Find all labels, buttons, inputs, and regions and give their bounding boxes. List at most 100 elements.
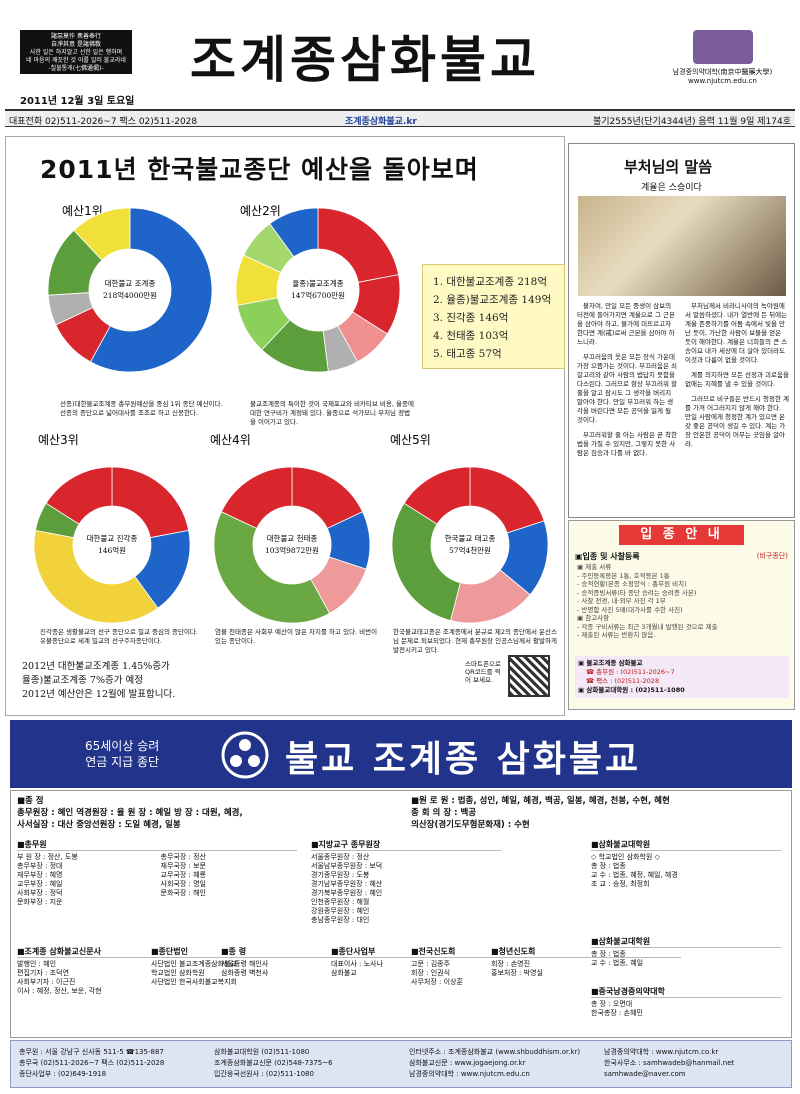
note-line: 율종)불교조계종 7%증가 예정: [22, 675, 143, 686]
donut-center: 대한불교 천태종: [267, 533, 318, 543]
logo-url: www.njutcm.edu.cn: [688, 77, 757, 85]
section-line: 총무부장 : 정대: [17, 862, 63, 870]
donut-caption-box: 한국불교태고종은 조계종에서 분규로 제2의 종단에서 운산스님 문제로 퇴보되…: [393, 628, 557, 654]
section-line: 강원종무원장 : 혜인: [311, 907, 370, 915]
qr-text: 스마트폰으로 QR코드를 찍어 보세요.: [465, 660, 501, 684]
notice-item: ▣ 제출 서류: [577, 563, 612, 571]
notice-contact: ☎ 팩스 : (02)511-2028: [586, 677, 660, 685]
section-title: ■삼화불교대학원: [591, 936, 781, 948]
section-line: 사회부장 : 정덕: [17, 889, 63, 897]
section-line: 교무부장 : 혜일: [17, 880, 63, 888]
donut-center: 57억4천만원: [449, 545, 491, 555]
section-line: 부 원 장 : 정산, 도봉: [17, 853, 78, 861]
section-line: ◇ 학교법인 삼화학원 ◇: [591, 853, 660, 861]
section-line: 총 장 : 법종: [591, 950, 626, 958]
ranking-box: 1. 대한불교조계종 218억 2. 율종)불교조계종 149억 3. 진각종 14…: [422, 264, 565, 369]
notice-item: - 각종 구비서류는 최근 3개월내 발행된 것으로 제출: [577, 622, 718, 631]
banner: 65세이상 승려 연금 지급 종단 불교 조계종 삼화불교: [10, 720, 792, 788]
section-line: 서울종령 해인사: [221, 960, 269, 968]
notice-contact: ☎ 총무원 : (02)511-2026~7: [586, 668, 675, 676]
section-body: 총 장 : 법종 교 수 : 법종, 혜일: [591, 950, 781, 968]
emblem: [221, 731, 269, 779]
ranking-item: 4. 천태종 103억: [433, 330, 509, 342]
section-line: 사단법인 불교조계종삼화불교: [151, 960, 237, 968]
directory-section: ■조계종 삼화불교신문사 발행인 : 혜인 편집기자 : 조덕연 사회부기자 : 이근…: [17, 946, 207, 996]
footer-line: 종단사업부 : (02)649-1918: [19, 1070, 107, 1078]
section-body: 고문 : 김종주 회장 : 인권식 사무처장 : 이상훈: [411, 960, 601, 987]
footer-line: 남경중의약대학 : www.njutcm.co.kr: [604, 1048, 719, 1056]
donut-caption-box: 선종)대한불교조계종 총무원예산을 중심 1위 종단 예산이다. 선종의 종단으…: [60, 400, 223, 417]
footer-line: 남경중의약대학 : www.njutcm.edu.cn: [409, 1070, 530, 1078]
directory-line: 사서실장 : 대산 중앙선원장 : 도일 혜경, 일봉: [17, 820, 181, 830]
donut-caption: 한국불교태고종은 조계종에서 분규로 제2의 종단에서 운산스님 문제로 퇴보되…: [393, 628, 557, 654]
notes: 2012년 대한불교조계종 1.45%증가 율종)불교조계종 7%증가 예정 201…: [22, 660, 175, 702]
ranking-item: 5. 태고종 57억: [433, 348, 502, 360]
notice-contacts: ▣ 불교조계종 삼화불교 ☎ 총무원 : (02)511-2026~7 ☎ 팩스 :…: [575, 656, 789, 698]
sidebar-paragraph: 그러므로 비구들은 반드시 청정한 계를 가져 어그러지지 않게 해야 한다. …: [685, 395, 789, 448]
donut-label: 예산3위: [38, 433, 79, 447]
sidebar-paragraph: 부끄러워할 줄 아는 사람은 곧 착한 법을 가질 수 있지만, 그렇지 못한 …: [577, 431, 678, 457]
donut-label: 예산2위: [240, 204, 281, 218]
footer-line: 조계종삼화불교신문 (02)548-7375~6: [214, 1059, 333, 1067]
sidebar-paragraph: 부처님께서 비라니사이의 녹야원에서 말씀하셨다. 내가 열반에 든 뒤에는 계…: [685, 302, 788, 364]
donut-center: 218억4000만원: [103, 291, 157, 300]
donut-caption: 선종)대한불교조계종 총무원예산을 중심 1위 종단 예산이다. 선종의 종단으…: [60, 400, 223, 417]
banner-small-line: 연금 지급 종단: [85, 755, 160, 769]
section-body: 총 장 : 오면대 한국총장 : 손혜민: [591, 1000, 781, 1018]
directory-section: ■종 령 서울종령 해인사 삼화종령 벽천사: [221, 946, 411, 978]
footer-column: 인터넷주소 : 조계종삼화불교 (www.shbuddhism.or.kr) 삼화…: [409, 1047, 599, 1080]
ranking-item: 3. 진각종 146억: [433, 312, 509, 324]
section-line: 편집기자 : 조덕연: [17, 969, 69, 977]
banner-small: 65세이상 승려 연금 지급 종단: [85, 738, 159, 770]
section-line: 경기종무원장 : 도봉: [311, 871, 370, 879]
donut-center: 147억6700만원: [291, 291, 345, 300]
section-body: 발행인 : 혜인 편집기자 : 조덕연 사회부기자 : 이근진 이사 : 혜정, 정산…: [17, 960, 207, 996]
donut-caption: 진각종은 생활불교의 선구 종단으로 밀교 중심의 종단이다. 유불종단으로 세…: [40, 628, 198, 645]
issue: 불기2555년(단기4344년) 음력 11월 9일 제174호: [593, 117, 791, 127]
donut-caption-box: 불교조계종의 특이한 것이 국제포교와 비카티브 비용, 율종에 대한 연구비가…: [250, 400, 414, 426]
section-line: 홍보처장 : 박영실: [491, 969, 543, 977]
article-frame: [5, 136, 565, 716]
donut-center: 율종)불교조계종: [292, 278, 343, 288]
photo: [578, 196, 786, 296]
notice-title: 입 종 안 내: [619, 525, 744, 545]
sidebar-paragraph: 불자여, 만일 모든 중생이 삼보의 터전에 들어가지면 계율으로 그 근본을 …: [577, 302, 675, 346]
logo: 남경중의약대학(南京中醫藥大學) www.njutcm.edu.cn: [660, 30, 785, 98]
note-line: 2012년 대한불교조계종 1.45%증가: [22, 661, 170, 672]
directory-line: 의산장(경기도무형문화재) : 수현: [411, 820, 530, 830]
section-line: 사회국장 : 명일: [160, 880, 206, 888]
notice-contact: ▣ 불교조계종 삼화불교: [578, 659, 643, 667]
motto-line: -칠불통게(七佛通偈)-: [48, 65, 104, 72]
ranking-item: 1. 대한불교조계종 218억: [433, 276, 548, 288]
section-line: 이사 : 혜정, 정산, 보운, 각현: [17, 987, 102, 995]
section-line: 발행인 : 혜인: [17, 960, 57, 968]
section-line: 사무처장 : 이상훈: [411, 978, 463, 986]
section-line: 재무부장 : 혜명: [17, 871, 63, 879]
directory-section: ■지방교구 종무원장 서울종무원장 : 정산 서울남부종무원장 : 보덕 경기종무원장…: [311, 839, 501, 925]
sidebar-title: 부처님의 말씀: [624, 158, 713, 176]
donut-center: 146억원: [98, 546, 126, 555]
section-title: ■지방교구 종무원장: [311, 839, 501, 851]
section-line: 고문 : 김종주: [411, 960, 451, 968]
donut-caption-box: 염불 천태종은 사회부 예산이 많은 차지를 하고 있다. 비번이 있는 종단이…: [215, 628, 377, 645]
notice-item: ▣ 참고사항: [577, 614, 610, 622]
footer: 총무원 : 서울 강남구 신사동 511-5 ☎135-887 총무국 (02)5…: [10, 1040, 792, 1088]
donut-hole: [431, 506, 509, 584]
date: 2011년 12월 3일 토요일: [20, 96, 135, 107]
motto-box: 諸惡莫作 衆善奉行 自淨其意 是諸佛敎 사한 일은 하지말고 선한 일은 행하며 네 …: [20, 30, 132, 74]
notice-item: - 반명함 사진 5매(대가사를 수한 사진): [577, 605, 683, 614]
section-body: ◇ 학교법인 삼화학원 ◇ 총 장 : 법종 교 수 : 법종, 혜정, 혜일, 혜…: [591, 853, 781, 889]
section-line: 삼화불교: [331, 969, 357, 977]
phone: 대표전화 02)511-2026~7 팩스 02)511-2028: [9, 117, 198, 127]
donut-hole: [73, 506, 151, 584]
directory-top-left: ■종 정 총무원장 : 혜인 역경원장 : 율 원 장 : 혜일 방 장 : 대원…: [17, 795, 407, 831]
section-line: 재무국장 : 보문: [160, 862, 206, 870]
directory-line: 종 회 의 장 : 백공: [411, 808, 477, 818]
qr-code: [508, 655, 550, 697]
motto-line: 네 마음의 깨끗한 것 이를 일러 불교라네: [26, 57, 126, 64]
notice-box: 입 종 안 내 ▣입종 및 사찰등록 (비구종단) ▣ 제출 서류 - 주민등록등…: [568, 520, 795, 710]
motto-line: 自淨其意 是諸佛敎: [51, 41, 101, 48]
